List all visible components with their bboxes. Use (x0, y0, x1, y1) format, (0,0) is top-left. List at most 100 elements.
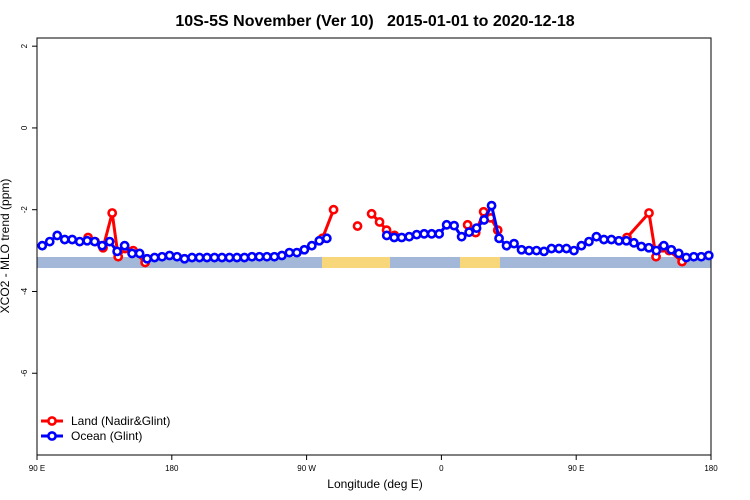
data-point (37, 240, 48, 251)
data-point (389, 232, 400, 243)
data-point (232, 252, 242, 263)
data-point (462, 219, 473, 230)
data-point (269, 251, 280, 262)
x-axis-label: Longitude (deg E) (327, 477, 422, 491)
data-point (366, 208, 377, 219)
data-point (149, 252, 160, 263)
data-point (381, 230, 392, 241)
land-band (460, 257, 500, 268)
data-point (494, 233, 504, 244)
data-point (44, 236, 55, 247)
data-point (673, 248, 684, 259)
data-point (434, 228, 445, 239)
legend-marker (47, 416, 57, 426)
data-point (97, 240, 108, 251)
data-point (239, 252, 250, 263)
data-point (179, 253, 190, 264)
data-point (164, 250, 175, 261)
data-point (509, 238, 519, 249)
data-point (441, 219, 452, 230)
data-point (666, 244, 677, 255)
data-point (202, 252, 212, 263)
x-tick-label: 90 E (568, 464, 584, 473)
data-point (516, 244, 527, 255)
chart-title: 10S-5S November (Ver 10) 2015-01-01 to 2… (175, 13, 574, 30)
data-point (104, 236, 115, 247)
y-tick-label: 0 (20, 125, 29, 130)
x-tick-label: 180 (704, 464, 718, 473)
data-point (449, 220, 460, 231)
data-point (276, 250, 287, 261)
data-point (569, 245, 579, 256)
data-point (107, 208, 118, 218)
data-point (464, 227, 475, 238)
y-axis-label: XCO2 - MLO trend (ppm) (0, 179, 12, 314)
data-point (82, 235, 93, 246)
data-point (187, 252, 197, 263)
data-point (426, 228, 437, 239)
data-point (172, 251, 182, 262)
data-point (703, 250, 714, 261)
data-point (127, 248, 138, 259)
data-point (67, 234, 78, 245)
y-tick-label: -2 (20, 206, 29, 214)
data-point (328, 204, 339, 215)
x-tick-label: 0 (439, 464, 444, 473)
data-point (254, 251, 265, 262)
legend-label: Ocean (Glint) (71, 429, 142, 443)
data-point (321, 233, 332, 244)
data-point (374, 217, 385, 227)
data-point (404, 231, 415, 242)
data-point (112, 246, 123, 257)
data-point (209, 252, 220, 263)
data-point (651, 245, 662, 256)
data-point (456, 231, 467, 242)
data-point (688, 251, 699, 262)
legend-marker (47, 431, 57, 441)
data-point (486, 200, 497, 211)
data-point (599, 234, 609, 245)
data-point (524, 245, 534, 256)
y-tick-label: 2 (20, 43, 29, 48)
land-band (322, 257, 390, 268)
data-point (419, 228, 430, 239)
y-tick-label: -4 (20, 287, 29, 295)
data-point (501, 240, 512, 251)
data-point (643, 242, 654, 253)
data-point (479, 215, 489, 225)
data-point (531, 245, 542, 256)
data-point (658, 240, 669, 251)
data-point (59, 234, 70, 245)
data-point (584, 236, 594, 247)
data-point (262, 251, 272, 262)
land-mask (37, 257, 711, 268)
data-point (194, 252, 205, 263)
data-point (142, 253, 152, 264)
data-point (411, 229, 422, 240)
x-tick-label: 90 W (297, 464, 316, 473)
data-point (396, 232, 407, 243)
data-point (284, 247, 295, 258)
data-point (299, 244, 310, 255)
data-point (314, 235, 325, 246)
y-tick-label: -6 (20, 369, 29, 377)
data-point (247, 251, 257, 262)
legend-label: Land (Nadir&Glint) (71, 414, 170, 428)
data-point (224, 252, 235, 263)
data-point (134, 248, 145, 259)
data-point (591, 231, 602, 242)
series-line (321, 209, 335, 239)
data-point (157, 251, 167, 262)
data-point (621, 235, 632, 246)
x-tick-label: 90 E (29, 464, 45, 473)
data-point (52, 230, 63, 241)
data-point (554, 243, 564, 254)
data-point (546, 243, 557, 254)
x-tick-label: 180 (165, 464, 179, 473)
data-point (606, 234, 617, 245)
data-point (696, 251, 707, 262)
data-point (681, 252, 692, 263)
data-point (352, 221, 363, 231)
data-point (613, 235, 624, 246)
